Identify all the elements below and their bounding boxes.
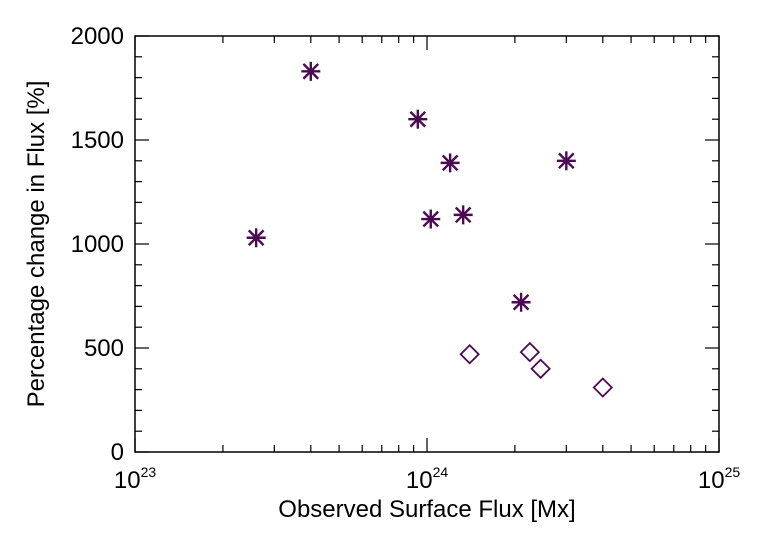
diamond-point (530, 358, 551, 380)
diamond-point (592, 377, 614, 398)
asterisk-point (246, 228, 266, 248)
x-tick-label: 1024 (406, 464, 448, 494)
asterisk-point (511, 292, 531, 312)
asterisk-point (440, 153, 460, 173)
x-tick-label: 1023 (114, 464, 156, 494)
data-points (246, 61, 614, 398)
y-tick-label: 2000 (71, 23, 124, 50)
asterisk-point (556, 151, 576, 171)
plot-frame (134, 35, 720, 453)
y-tick-label: 1000 (71, 231, 124, 258)
asterisk-point (408, 109, 428, 129)
asterisk-point (301, 61, 321, 81)
y-axis-title: Percentage change in Flux [%] (23, 81, 50, 408)
diamond-point (519, 341, 541, 363)
y-tick-label: 500 (84, 335, 124, 362)
x-axis-ticks: 1023 1024 1025 (114, 36, 740, 494)
asterisk-point (453, 205, 473, 225)
y-axis-ticks: 0 500 1000 1500 2000 (71, 23, 719, 466)
diamond-point (459, 343, 480, 365)
y-tick-label: 1500 (71, 127, 124, 154)
asterisk-point (421, 209, 441, 229)
y-tick-label: 0 (111, 439, 124, 466)
x-tick-label: 1025 (698, 464, 740, 494)
x-axis-title: Observed Surface Flux [Mx] (278, 496, 575, 523)
